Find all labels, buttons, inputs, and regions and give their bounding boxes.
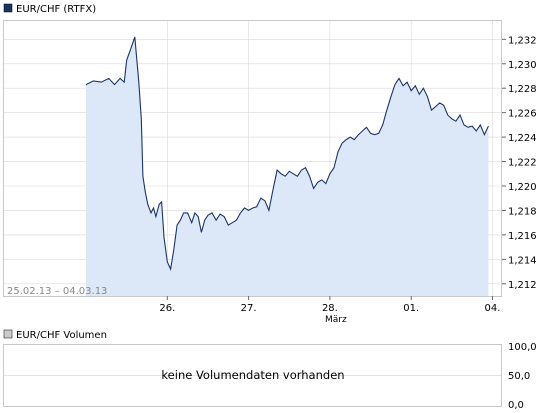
- no-volume-message: keine Volumendaten vorhanden: [161, 368, 344, 382]
- date-range-label: 25.02.13 – 04.03.13: [7, 286, 107, 297]
- y-tick-label: 1,218: [508, 206, 537, 217]
- price-area: [86, 36, 489, 297]
- volume-chart: EUR/CHF Volumen keine Volumendaten vorha…: [3, 329, 537, 411]
- volume-legend-label: EUR/CHF Volumen: [16, 330, 107, 341]
- y-tick-label: 1,216: [508, 231, 537, 242]
- price-line: [85, 36, 489, 271]
- y-tick-label: 1,224: [508, 133, 537, 144]
- y-tick-label: 1,230: [508, 60, 537, 71]
- x-tick-label: 26.: [159, 303, 175, 314]
- volume-tick-0: 0,0: [508, 400, 524, 411]
- volume-tick-100: 100,0: [508, 342, 537, 353]
- y-tick-label: 1,214: [508, 255, 537, 266]
- x-tick-label: 01.: [403, 303, 419, 314]
- y-tick-label: 1,220: [508, 182, 537, 193]
- price-plot-frame: [3, 20, 502, 297]
- y-tick-label: 1,222: [508, 158, 537, 169]
- y-tick-label: 1,226: [508, 109, 537, 120]
- price-y-axis: 1,212 1,214 1,216 1,218 1,220 1,222 1,224 1,226…: [502, 35, 537, 291]
- volume-plot-frame: [3, 344, 502, 407]
- volume-legend-swatch: [3, 329, 13, 339]
- legend-label: EUR/CHF (RTFX): [16, 4, 96, 15]
- x-tick-label: 04.: [485, 303, 501, 314]
- y-tick-label: 1,228: [508, 84, 537, 95]
- price-chart: EUR/CHF (RTFX) 25.02.13 – 04.03.13 1,212…: [3, 3, 537, 325]
- legend-swatch: [3, 3, 13, 13]
- y-tick-label: 1,212: [508, 280, 537, 291]
- y-tick-label: 1,232: [508, 35, 537, 46]
- volume-tick-50: 50,0: [508, 371, 530, 382]
- x-sublabel: März: [325, 315, 347, 325]
- x-tick-label: 28.: [322, 303, 338, 314]
- x-tick-label: 27.: [241, 303, 257, 314]
- price-x-axis: 26. 27. 28. 01. 04.: [159, 296, 500, 314]
